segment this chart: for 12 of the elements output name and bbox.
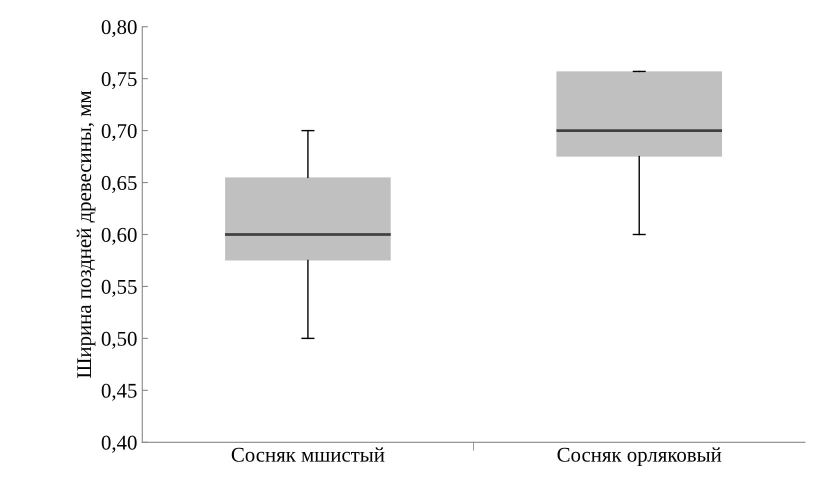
y-tick-label: 0,75 xyxy=(102,72,137,90)
y-tick-label: 0,55 xyxy=(102,280,137,297)
y-tick-label: 0,65 xyxy=(102,176,137,193)
x-tick-label: Сосняк орляковый xyxy=(558,447,722,466)
x-tick-label: Сосняк мшистый xyxy=(232,447,384,462)
y-tick-label: 0,70 xyxy=(102,124,137,142)
y-tick-label: 0,80 xyxy=(102,20,137,38)
y-tick-label: 0,50 xyxy=(102,332,137,349)
y-tick-label: 0,40 xyxy=(102,436,137,453)
y-axis-title: Ширина поздней древесины, мм xyxy=(76,90,96,378)
y-tick-label: 0,45 xyxy=(102,384,137,401)
y-tick-label: 0,60 xyxy=(102,228,137,245)
